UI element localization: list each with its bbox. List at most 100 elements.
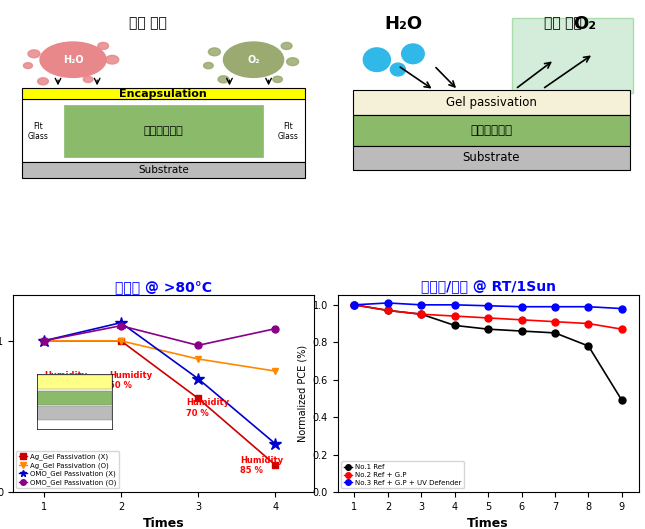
No.1 Ref [518,328,526,334]
OMO_Gel Passivation (X) [194,376,202,382]
Text: 유기태양전지: 유기태양전지 [143,126,183,136]
Circle shape [37,78,48,85]
No.1 Ref [551,330,559,336]
Legend: Ag_Gel Passivation (X), Ag_Gel Passivation (O), OMO_Gel Passivation (X), OMO_Gel: Ag_Gel Passivation (X), Ag_Gel Passivati… [16,451,119,488]
Bar [353,115,630,146]
Ellipse shape [402,44,424,63]
OMO_Gel Passivation (O) [272,325,279,332]
No.1 Ref [384,307,392,314]
Line: OMO_Gel Passivation (O): OMO_Gel Passivation (O) [40,322,279,349]
No.3 Ref + G.P + UV Defender [451,302,459,308]
Text: H₂O: H₂O [385,15,423,33]
No.2 Ref + G.P [417,311,425,317]
Ag_Gel Passivation (X) [40,338,48,344]
Text: Humidity
85 %: Humidity 85 % [241,455,284,475]
Legend: No.1 Ref, No.2 Ref + G.P, No.3 Ref + G.P + UV Defender: No.1 Ref, No.2 Ref + G.P, No.3 Ref + G.P… [341,461,464,488]
X-axis label: Times: Times [468,517,509,529]
Ag_Gel Passivation (X) [117,338,124,344]
OMO_Gel Passivation (X) [272,441,279,447]
No.1 Ref [484,326,492,332]
No.2 Ref + G.P [618,326,626,332]
No.2 Ref + G.P [384,307,392,314]
No.3 Ref + G.P + UV Defender [518,304,526,310]
No.2 Ref + G.P [518,317,526,323]
No.3 Ref + G.P + UV Defender [351,302,359,308]
Title: 내수분/내광 @ RT/1Sun: 내수분/내광 @ RT/1Sun [421,280,555,294]
Circle shape [98,42,108,50]
OMO_Gel Passivation (O) [40,338,48,344]
Ag_Gel Passivation (O) [117,338,124,344]
Circle shape [204,62,213,69]
No.3 Ref + G.P + UV Defender [484,303,492,309]
Text: Humidity
50 %: Humidity 50 % [44,371,87,390]
Circle shape [23,62,32,69]
Line: Ag_Gel Passivation (O): Ag_Gel Passivation (O) [40,338,279,375]
Text: O₂: O₂ [573,15,596,33]
OMO_Gel Passivation (X) [40,338,48,344]
No.1 Ref [584,343,592,349]
No.2 Ref + G.P [584,321,592,327]
Bar [22,88,304,99]
Bar [22,162,304,178]
Circle shape [83,76,93,83]
Circle shape [106,56,119,64]
Ellipse shape [390,63,406,76]
No.3 Ref + G.P + UV Defender [584,304,592,310]
Line: Ag_Gel Passivation (X): Ag_Gel Passivation (X) [40,338,279,468]
Text: Flt
Glass: Flt Glass [278,122,299,141]
No.1 Ref [351,302,359,308]
Text: Humidity
70 %: Humidity 70 % [186,398,230,418]
X-axis label: Times: Times [143,517,184,529]
Text: Encapsulation: Encapsulation [119,89,207,99]
Line: No.3 Ref + G.P + UV Defender: No.3 Ref + G.P + UV Defender [351,299,625,312]
No.1 Ref [451,322,459,329]
Circle shape [28,50,40,58]
Ag_Gel Passivation (X) [194,395,202,402]
Line: No.2 Ref + G.P: No.2 Ref + G.P [351,302,625,333]
Bar [353,90,630,115]
Line: No.1 Ref: No.1 Ref [351,302,625,404]
Circle shape [273,76,283,83]
No.3 Ref + G.P + UV Defender [384,300,392,306]
Text: Gel passivation: Gel passivation [446,96,537,109]
Ellipse shape [40,42,106,77]
Ag_Gel Passivation (O) [194,356,202,362]
OMO_Gel Passivation (O) [117,323,124,329]
Ag_Gel Passivation (O) [40,338,48,344]
No.2 Ref + G.P [351,302,359,308]
Circle shape [208,48,221,56]
Text: Substrate: Substrate [138,165,189,175]
Ag_Gel Passivation (O) [272,368,279,374]
Circle shape [286,58,299,66]
No.2 Ref + G.P [451,313,459,319]
Text: O₂: O₂ [247,54,260,65]
Line: OMO_Gel Passivation (X): OMO_Gel Passivation (X) [37,316,281,450]
No.3 Ref + G.P + UV Defender [618,305,626,312]
No.1 Ref [417,311,425,317]
Text: Substrate: Substrate [462,151,520,165]
Text: 기존 기술: 기존 기술 [129,16,167,31]
Text: 적용 기술: 적용 기술 [544,16,582,31]
No.3 Ref + G.P + UV Defender [551,304,559,310]
OMO_Gel Passivation (X) [117,320,124,326]
No.2 Ref + G.P [484,315,492,321]
Circle shape [218,76,229,83]
No.3 Ref + G.P + UV Defender [417,302,425,308]
OMO_Gel Passivation (O) [194,342,202,349]
Text: 유기태양전지: 유기태양전지 [470,124,512,137]
Text: Flt
Glass: Flt Glass [28,122,49,141]
Title: 내수분 @ >80°C: 내수분 @ >80°C [115,280,212,294]
No.1 Ref [618,397,626,404]
No.2 Ref + G.P [551,318,559,325]
Bar [64,105,263,157]
Text: Humidity
50 %: Humidity 50 % [109,371,152,390]
Bar [353,146,630,170]
Y-axis label: Normalized PCE (%): Normalized PCE (%) [297,345,307,442]
Circle shape [281,42,292,50]
Bar [22,99,304,162]
Ellipse shape [223,42,284,77]
Ellipse shape [363,48,390,71]
Text: H₂O: H₂O [63,54,83,65]
Ag_Gel Passivation (X) [272,462,279,468]
Bar [512,19,633,93]
